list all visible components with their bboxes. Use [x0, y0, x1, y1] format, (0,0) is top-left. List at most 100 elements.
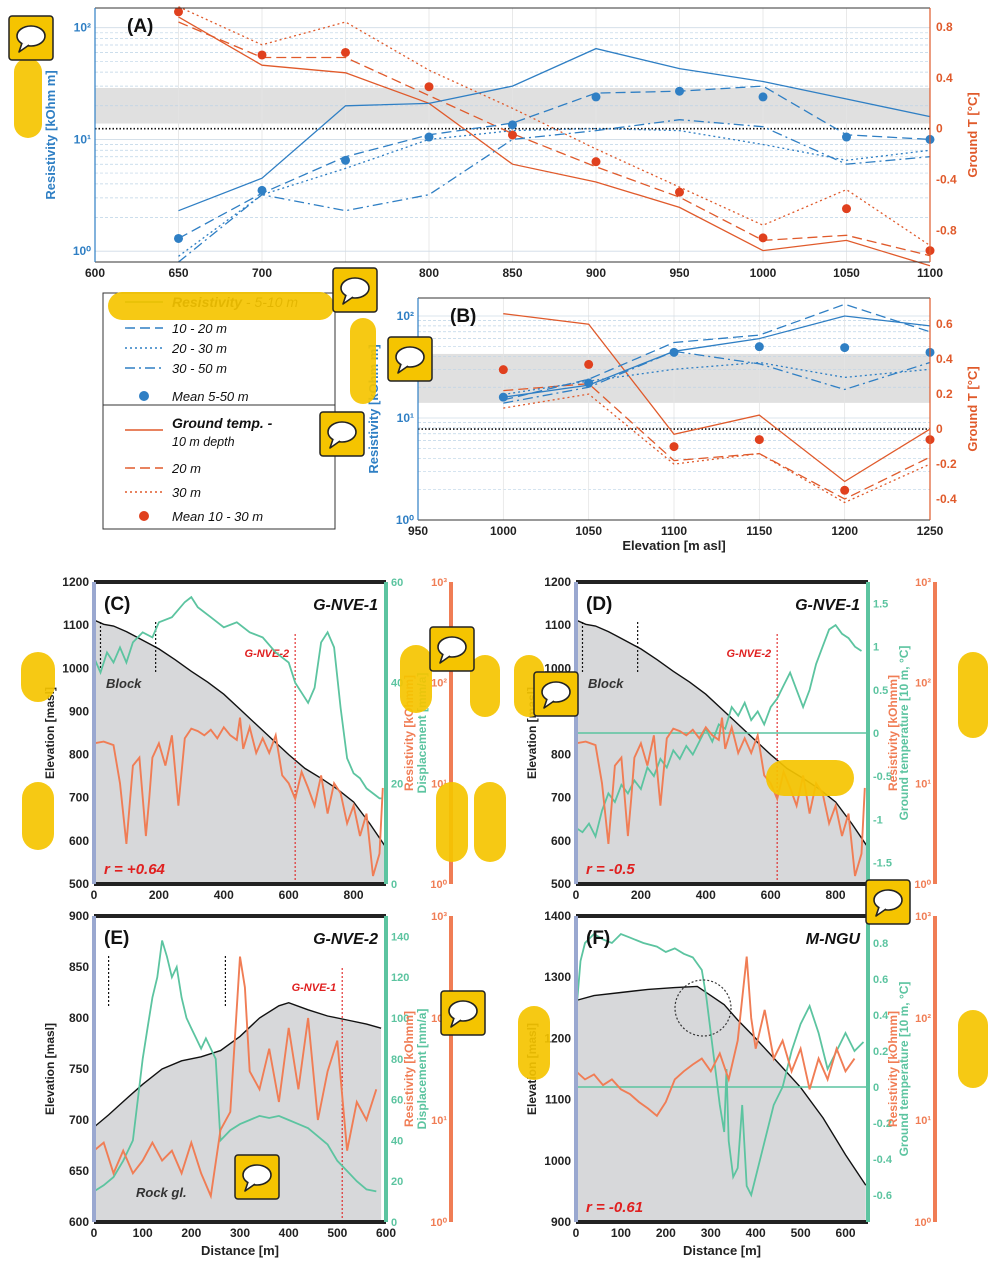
resistivity-mean-point — [424, 132, 434, 142]
comment-badge[interactable] — [440, 990, 486, 1036]
highlight-marker — [108, 292, 334, 320]
temperature-mean-point — [675, 187, 684, 197]
x-tick-label: 1050 — [575, 524, 602, 538]
second-tick-label: 60 — [391, 1095, 403, 1107]
resistivity-mean-point — [257, 185, 267, 195]
elevation-tick-label: 1000 — [62, 661, 89, 675]
second-tick-label: 0.5 — [873, 685, 888, 697]
x-tick-label: 200 — [149, 888, 169, 902]
second-tick-label: 0 — [391, 1217, 397, 1229]
temperature-mean-point — [424, 82, 434, 92]
temperature-line — [503, 393, 931, 504]
right-tick-label: -0.4 — [936, 492, 957, 506]
comment-badge[interactable] — [865, 879, 911, 925]
resistivity-line — [178, 47, 931, 212]
elevation-tick-label: 850 — [69, 960, 89, 974]
right-tick-label: 0 — [936, 422, 943, 436]
resistivity-mean-point — [675, 86, 684, 96]
profile-title: G-NVE-2 — [313, 931, 378, 948]
left-axis-title: Resistivity [kOhm m] — [43, 70, 58, 199]
second-tick-label: 0 — [391, 879, 397, 891]
x-tick-label: 600 — [85, 266, 105, 280]
elevation-tick-label: 600 — [69, 1215, 89, 1229]
second-axis-title: Ground temperature [10 m, °C] — [897, 982, 911, 1157]
temperature-mean-point — [584, 359, 594, 369]
comment-badge[interactable] — [332, 267, 378, 313]
x-tick-label: 200 — [656, 1226, 676, 1240]
x-axis-title: Distance [m] — [683, 1243, 761, 1258]
profile-title: G-NVE-1 — [795, 597, 860, 614]
legend-item: 30 m — [172, 485, 201, 500]
legend-item: 30 - 50 m — [172, 361, 227, 376]
second-axis-title: Ground temperature [10 m, °C] — [897, 646, 911, 821]
panel-e: G-NVE-10 100 200 300 400 500 60060065070075080… — [43, 909, 453, 1258]
resistivity-tick-label: 10⁰ — [430, 1217, 447, 1229]
elevation-tick-label: 1000 — [544, 1154, 571, 1168]
x-tick-label: 0 — [91, 888, 98, 902]
resistivity-tick-label: 10³ — [915, 577, 931, 589]
reference-profile-label: G-NVE-2 — [727, 648, 772, 660]
second-tick-label: 120 — [391, 972, 409, 984]
resistivity-mean-point — [508, 120, 517, 130]
legend-temperature-depth: 10 m depth — [172, 435, 235, 449]
comment-badges[interactable] — [8, 15, 988, 1200]
legend-item: Mean 5-50 m — [172, 389, 249, 404]
resistivity-line — [575, 956, 856, 1118]
resistivity-tick-label: 10¹ — [915, 778, 931, 790]
speech-bubble-tail — [875, 906, 887, 917]
second-tick-label: 0.8 — [873, 938, 888, 950]
temperature-mean-point — [341, 47, 350, 57]
elevation-tick-label: 1200 — [544, 1031, 571, 1045]
elevation-tick-label: 1100 — [63, 618, 89, 632]
temperature-mean-point — [257, 50, 267, 60]
speech-bubble-icon — [395, 346, 425, 368]
temperature-mean-point — [669, 442, 679, 452]
displacement-line — [93, 595, 383, 800]
resistivity-mean-point — [498, 392, 508, 402]
panel-b: 950 1000 1050 1100 1150 1200 1250 10⁰ 10¹ 10² -0.4… — [366, 297, 980, 553]
panel-label: (A) — [127, 16, 153, 37]
temperature-line — [503, 313, 931, 483]
terrain-area — [94, 620, 385, 884]
right-tick-label: 0.2 — [936, 387, 953, 401]
resistivity-mean-point — [341, 155, 350, 165]
highlight-marker — [470, 655, 500, 717]
x-tick-label: 600 — [376, 1226, 396, 1240]
x-tick-label: 400 — [746, 1226, 766, 1240]
reference-profile-label: G-NVE-2 — [245, 648, 290, 660]
x-tick-label: 0 — [573, 1226, 580, 1240]
resistivity-line — [503, 350, 931, 404]
x-tick-label: 600 — [279, 888, 299, 902]
correlation-annotation: r = +0.64 — [104, 861, 166, 878]
second-tick-label: 80 — [391, 1054, 403, 1066]
second-tick-label: 40 — [391, 1135, 403, 1147]
second-tick-label: 0.4 — [873, 1010, 889, 1022]
x-tick-label: 600 — [836, 1226, 856, 1240]
comment-badge[interactable] — [533, 671, 579, 717]
block-label: Block — [106, 676, 142, 691]
correlation-annotation: r = -0.61 — [586, 1199, 643, 1216]
speech-bubble-icon — [242, 1164, 272, 1186]
resistivity-tick-label: 10⁰ — [914, 1217, 931, 1229]
x-tick-label: 1100 — [917, 266, 943, 280]
comment-badge[interactable] — [8, 15, 54, 61]
resistivity-line — [93, 717, 384, 877]
right-axis-title: Ground T [°C] — [965, 92, 980, 177]
comment-badge[interactable] — [429, 626, 475, 672]
resistivity-line — [503, 361, 931, 396]
temperature-line — [178, 6, 931, 247]
comment-badge[interactable] — [234, 1154, 280, 1200]
right-tick-label: 0.6 — [936, 317, 953, 331]
resistivity-mean-point — [840, 343, 850, 353]
temperature-line — [503, 383, 931, 500]
resistivity-mean-point — [842, 132, 851, 142]
displacement-line — [93, 940, 377, 1193]
comment-badge[interactable] — [319, 411, 365, 457]
comment-badge[interactable] — [387, 336, 433, 382]
highlight-marker — [21, 652, 55, 702]
second-tick-label: 0.6 — [873, 974, 888, 986]
elevation-tick-label: 900 — [69, 909, 89, 923]
x-tick-label: 600 — [761, 888, 781, 902]
x-tick-label: 400 — [279, 1226, 299, 1240]
resistivity-mean-point — [174, 233, 183, 243]
